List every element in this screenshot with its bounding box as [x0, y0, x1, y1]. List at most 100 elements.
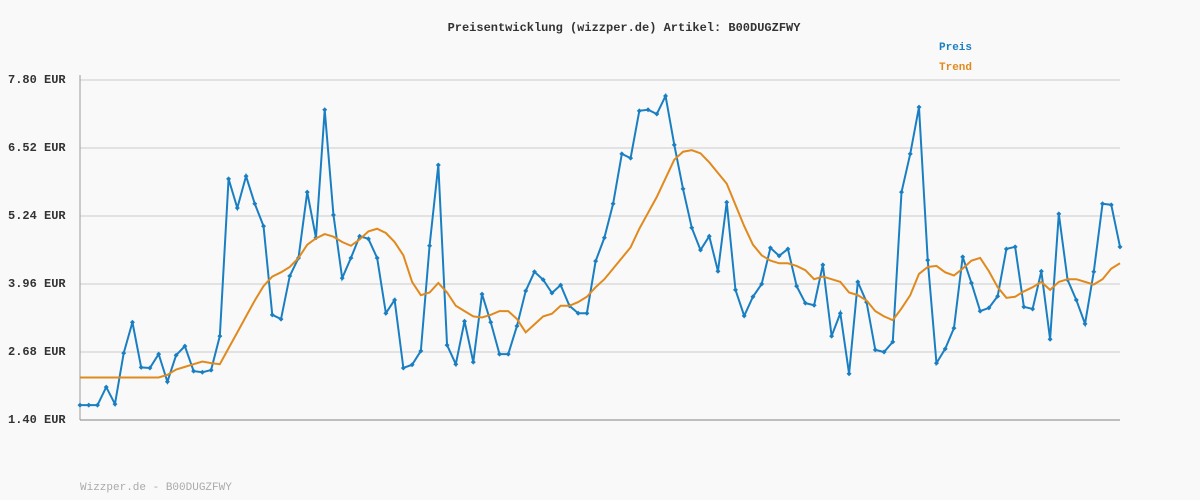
marker [365, 236, 371, 242]
legend-entry: Trend [939, 62, 972, 74]
marker [759, 281, 765, 287]
marker [479, 291, 485, 297]
marker [750, 294, 756, 300]
marker [689, 225, 695, 231]
marker [1091, 269, 1097, 275]
marker [951, 325, 957, 331]
marker [890, 339, 896, 345]
marker [968, 280, 974, 286]
marker [261, 223, 267, 229]
marker [156, 351, 162, 357]
marker [680, 186, 686, 192]
marker [715, 268, 721, 274]
marker [671, 142, 677, 148]
marker [129, 319, 135, 325]
marker [776, 253, 782, 259]
marker [820, 262, 826, 268]
marker [942, 346, 948, 352]
marker [977, 308, 983, 314]
marker [453, 361, 459, 367]
marker [226, 176, 232, 182]
marker [505, 351, 511, 357]
marker [907, 151, 913, 157]
marker [706, 233, 712, 239]
marker [881, 349, 887, 355]
marker [77, 402, 83, 408]
marker [829, 333, 835, 339]
marker [1100, 201, 1106, 207]
marker [933, 360, 939, 366]
marker [601, 235, 607, 241]
marker [287, 273, 293, 279]
marker [243, 173, 249, 179]
marker [995, 293, 1001, 299]
marker [899, 189, 905, 195]
marker [531, 269, 537, 275]
marker [698, 247, 704, 253]
y-tick-label: 7.80 EUR [8, 73, 66, 87]
marker [811, 302, 817, 308]
marker [182, 343, 188, 349]
marker [1038, 268, 1044, 274]
marker [86, 402, 92, 408]
marker [724, 199, 730, 205]
y-tick-label: 1.40 EUR [8, 413, 66, 427]
marker [741, 313, 747, 319]
marker [199, 369, 205, 375]
marker [400, 365, 406, 371]
marker [1003, 246, 1009, 252]
marker [488, 319, 494, 325]
marker [496, 351, 502, 357]
marker [645, 107, 651, 113]
marker [523, 288, 529, 294]
marker [663, 93, 669, 99]
marker [628, 155, 634, 161]
marker [855, 279, 861, 285]
marker [427, 243, 433, 249]
marker [1021, 304, 1027, 310]
marker [584, 310, 590, 316]
marker [1108, 202, 1114, 208]
marker [217, 333, 223, 339]
line-0 [80, 92, 1121, 408]
marker [558, 282, 564, 288]
marker [409, 362, 415, 368]
marker [348, 255, 354, 261]
marker [549, 290, 555, 296]
y-tick-label: 6.52 EUR [8, 141, 66, 155]
marker [785, 246, 791, 252]
marker [278, 316, 284, 322]
marker [164, 379, 170, 385]
marker [872, 347, 878, 353]
footer: Wizzper.de - B00DUGZFWY [80, 482, 232, 494]
marker [654, 111, 660, 117]
marker [1082, 321, 1088, 327]
marker [339, 275, 345, 281]
y-tick-label: 5.24 EUR [8, 209, 66, 223]
marker [540, 277, 546, 283]
marker [925, 257, 931, 263]
marker [103, 384, 109, 390]
marker [1030, 306, 1036, 312]
marker [1073, 297, 1079, 303]
marker [802, 300, 808, 306]
marker [916, 104, 922, 110]
marker [1047, 336, 1053, 342]
legend-entry: Preis [939, 42, 972, 54]
marker [794, 283, 800, 289]
marker [383, 310, 389, 316]
marker [732, 287, 738, 293]
y-tick-label: 3.96 EUR [8, 277, 66, 291]
marker [1012, 244, 1018, 250]
line-1 [80, 149, 1121, 379]
marker [444, 342, 450, 348]
marker [619, 151, 625, 157]
marker [767, 245, 773, 251]
marker [846, 371, 852, 377]
marker [1056, 211, 1062, 217]
marker [462, 318, 468, 324]
marker [304, 189, 310, 195]
marker [269, 312, 275, 318]
